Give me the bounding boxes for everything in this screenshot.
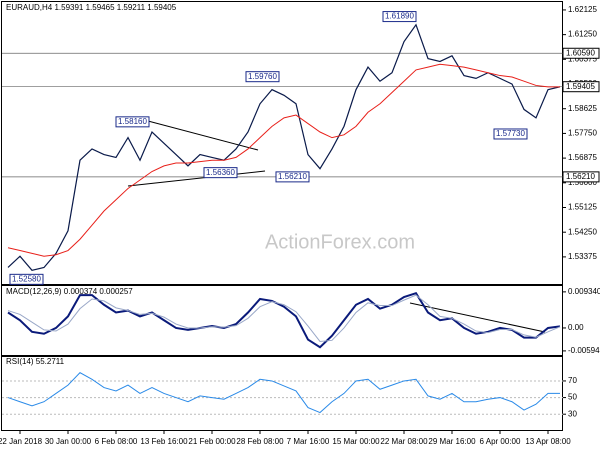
annotation-box	[275, 171, 310, 183]
y-tick-label: 1.60375	[568, 54, 597, 63]
rsi-title: RSI(14) 55.2711	[6, 357, 65, 366]
annotation-box	[9, 273, 44, 285]
x-tick-label: 28 Feb 08:00	[236, 437, 284, 446]
macd-panel	[1, 285, 563, 356]
annotation-box	[115, 116, 150, 128]
y-tick-label: 1.53375	[568, 252, 597, 261]
annotation-label: 1.52580	[12, 274, 41, 283]
y-tick-label: 1.61250	[568, 30, 597, 39]
y-tick-label: 1.57750	[568, 129, 597, 138]
annotation-label: 1.59760	[248, 72, 277, 81]
annotation-box	[493, 128, 528, 140]
x-tick-label: 22 Jan 2018	[0, 437, 43, 446]
y-tick-label: 1.56875	[568, 153, 597, 162]
level-label: 1.56210	[566, 172, 595, 181]
chart-title: EURAUD,H4 1.59391 1.59465 1.59211 1.5940…	[6, 3, 177, 12]
x-tick-label: 22 Mar 08:00	[380, 437, 428, 446]
y-tick-label: 0.009340	[568, 287, 600, 296]
annotation-label: 1.57730	[496, 129, 525, 138]
y-tick-label: 50	[568, 393, 577, 402]
level-box	[562, 81, 600, 93]
main-panel	[1, 1, 563, 285]
annotation-label: 1.56210	[278, 172, 307, 181]
annotation-box	[382, 11, 417, 23]
x-tick-label: 29 Mar 16:00	[428, 437, 476, 446]
x-tick-label: 15 Mar 00:00	[332, 437, 380, 446]
macd-title: MACD(12,26,9) 0.000374 0.000257	[6, 287, 133, 296]
series-line	[7, 294, 561, 343]
annotation-label: 1.56360	[206, 168, 235, 177]
level-label: 1.60590	[566, 48, 595, 57]
watermark: ActionForex.com	[265, 231, 415, 253]
annotation-label: 1.61890	[385, 12, 414, 21]
x-tick-label: 6 Feb 08:00	[95, 437, 138, 446]
rsi-panel	[1, 356, 563, 431]
x-tick-label: 21 Feb 00:00	[188, 437, 236, 446]
series-line	[7, 291, 561, 349]
y-tick-label: 70	[568, 376, 577, 385]
y-tick-label: 1.62125	[568, 5, 597, 14]
trendline	[127, 170, 266, 187]
series-line	[7, 23, 561, 271]
level-box	[562, 47, 600, 59]
x-tick-label: 13 Apr 08:00	[525, 437, 571, 446]
series-line	[7, 63, 560, 257]
level-label: 1.59405	[566, 82, 595, 91]
annotation-box	[245, 71, 280, 83]
annotation-label: 1.58160	[118, 117, 147, 126]
y-tick-label: 1.58625	[568, 104, 597, 113]
y-tick-label: 1.56000	[568, 178, 597, 187]
trendline	[147, 120, 259, 151]
level-box	[562, 171, 600, 183]
y-tick-label: 1.55125	[568, 203, 597, 212]
x-tick-label: 7 Mar 16:00	[287, 437, 330, 446]
x-tick-label: 13 Feb 16:00	[140, 437, 188, 446]
x-tick-label: 30 Jan 00:00	[45, 437, 92, 446]
annotation-box	[203, 167, 238, 179]
series-line	[7, 372, 560, 414]
y-tick-label: -0.00594	[568, 346, 600, 355]
y-tick-label: 0.00	[568, 323, 584, 332]
y-tick-label: 1.54250	[568, 227, 597, 236]
y-tick-label: 30	[568, 409, 577, 418]
x-tick-label: 6 Apr 00:00	[480, 437, 521, 446]
trendline	[409, 302, 546, 333]
